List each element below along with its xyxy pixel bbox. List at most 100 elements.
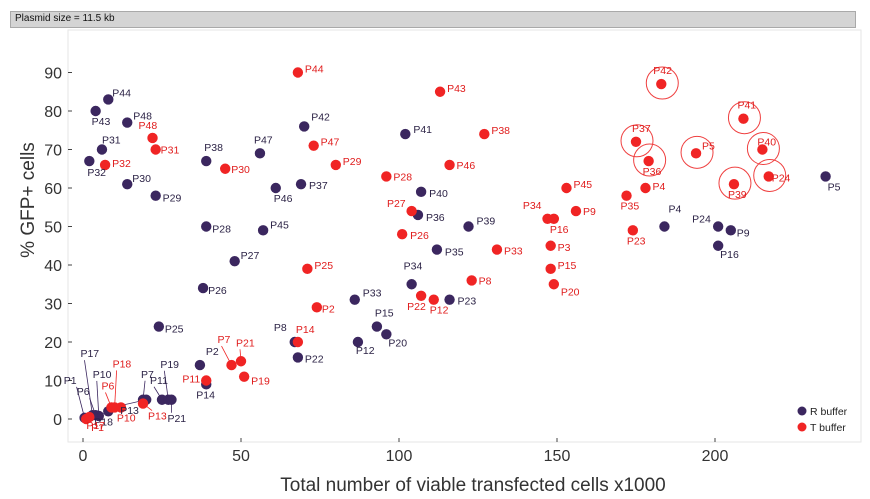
label-r-p10: P10	[93, 369, 112, 381]
label-t-p20: P20	[561, 286, 580, 298]
point-r-p38	[201, 155, 212, 167]
point-r-p46	[270, 182, 281, 194]
point-t-p31	[150, 144, 161, 155]
label-r-p41: P41	[413, 124, 432, 136]
y-tick-label: 70	[44, 143, 62, 160]
point-t-p23	[627, 225, 639, 236]
point-t-p5	[690, 148, 702, 159]
label-t-p43: P43	[447, 83, 466, 95]
label-r-p45: P45	[270, 219, 289, 231]
label-r-p21: P21	[167, 413, 186, 425]
label-t-p27: P27	[387, 198, 406, 210]
highlight-circle-p39	[718, 166, 752, 200]
x-tick-label: 100	[386, 448, 413, 465]
point-r-p45	[257, 225, 269, 236]
point-t-p12	[428, 294, 439, 305]
label-t-p23: P23	[627, 235, 646, 247]
point-r-p27	[229, 255, 240, 267]
data-points	[79, 67, 831, 425]
label-r-p1: P1	[64, 375, 77, 387]
point-t-p8	[466, 275, 477, 286]
label-t-p30: P30	[231, 164, 250, 176]
point-t-p41	[738, 113, 749, 124]
label-r-p8: P8	[274, 322, 287, 334]
label-t-p44: P44	[305, 64, 324, 76]
point-t-p38	[479, 128, 490, 140]
point-t-p13	[137, 398, 149, 409]
label-t-p10: P10	[117, 412, 136, 424]
point-labels: P1 P2 P4 P5 P6 P7 P8 P9 P10 P11 P12 P13 P14 P15 P16 P17…	[64, 64, 841, 435]
highlight-circle-p41	[727, 101, 761, 135]
label-t-p4: P4	[652, 181, 665, 193]
label-r-p2: P2	[206, 346, 219, 358]
label-r-p44: P44	[112, 87, 131, 99]
label-r-p33: P33	[363, 288, 382, 300]
legend-marker-t	[797, 422, 807, 432]
point-t-p14	[292, 336, 304, 348]
point-r-p16	[712, 240, 724, 251]
highlight-circle-p40	[746, 132, 780, 165]
point-t-p29	[330, 159, 341, 171]
label-t-p38: P38	[491, 125, 510, 137]
point-r-p25	[153, 321, 165, 332]
point-r-p39	[463, 221, 474, 232]
point-t-p25	[302, 263, 313, 275]
label-t-p32: P32	[112, 158, 131, 170]
label-t-p46: P46	[457, 160, 476, 172]
point-r-p28	[201, 221, 212, 232]
point-t-p7	[226, 359, 237, 371]
plasmid-size-label: Plasmid size = 11.5 kb	[15, 13, 115, 24]
label-t-p35: P35	[621, 201, 640, 213]
label-r-p26: P26	[208, 285, 227, 297]
point-t-p24	[763, 171, 774, 182]
point-t-p9	[570, 205, 582, 217]
label-t-p26: P26	[410, 230, 429, 242]
label-t-p13: P13	[148, 411, 167, 423]
label-r-p27: P27	[241, 250, 260, 262]
label-t-p19: P19	[251, 376, 270, 388]
label-t-p39: P39	[728, 189, 747, 201]
point-t-p40	[757, 144, 768, 155]
leader-line-r-p1	[76, 386, 85, 418]
highlight-circle-p42	[645, 66, 679, 100]
point-t-p32	[99, 159, 111, 171]
point-t-p28	[381, 171, 392, 182]
point-t-p4	[640, 182, 651, 194]
label-t-p3: P3	[558, 242, 571, 254]
highlight-circle-p36	[633, 143, 667, 177]
highlight-circle-p5	[680, 135, 714, 169]
y-tick-label: 60	[44, 181, 62, 198]
label-t-p16: P16	[550, 224, 569, 236]
label-t-p36: P36	[643, 166, 662, 178]
point-r-p22	[292, 352, 304, 363]
point-t-p21	[235, 356, 247, 367]
label-r-p25: P25	[165, 324, 184, 336]
label-t-p5: P5	[702, 140, 715, 152]
label-r-p4: P4	[668, 204, 681, 216]
point-r-p30	[122, 178, 133, 190]
x-tick-label: 150	[544, 448, 571, 465]
point-r-p48	[122, 117, 133, 128]
label-t-p33: P33	[504, 246, 523, 258]
label-r-p15: P15	[375, 308, 394, 320]
y-tick-label: 50	[44, 220, 62, 237]
y-tick-label: 30	[44, 297, 62, 314]
label-r-p38: P38	[204, 142, 223, 154]
label-r-p9: P9	[737, 227, 750, 239]
label-t-p47: P47	[321, 137, 340, 149]
label-t-p2: P2	[322, 303, 335, 315]
label-t-p41: P41	[737, 100, 756, 112]
point-t-p43	[434, 86, 446, 97]
legend: R buffer T buffer	[797, 406, 848, 434]
label-t-p28: P28	[393, 171, 412, 183]
label-r-p28: P28	[212, 224, 231, 236]
label-t-p1: P1	[91, 422, 104, 434]
label-t-p17: P17	[86, 420, 105, 432]
label-r-p34: P34	[404, 260, 423, 272]
legend-label-r: R buffer	[810, 406, 848, 418]
point-t-p26	[396, 229, 408, 240]
point-t-p19	[238, 371, 250, 382]
label-r-p14: P14	[196, 389, 215, 401]
label-t-p42: P42	[653, 65, 672, 77]
point-r-p4	[659, 221, 670, 232]
